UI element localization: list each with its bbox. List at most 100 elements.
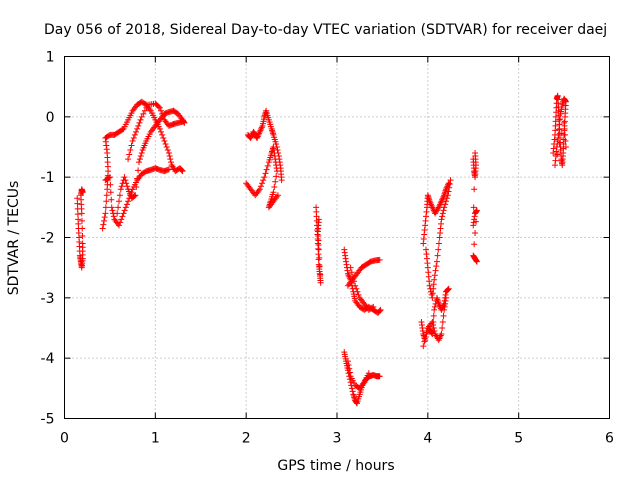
data-point-marker [556, 126, 563, 133]
data-point-marker [472, 218, 479, 225]
data-point-marker [74, 195, 81, 202]
data-point-marker [109, 207, 116, 214]
data-point-marker [316, 263, 323, 270]
data-point-marker [471, 168, 478, 175]
data-point-marker [260, 177, 267, 184]
data-point-marker [443, 195, 450, 202]
data-point-marker [102, 204, 109, 211]
data-point-marker [141, 107, 148, 114]
data-point-marker [257, 183, 264, 190]
x-tick-label: 6 [605, 431, 614, 447]
data-point-marker [446, 184, 453, 191]
data-point-marker [355, 291, 362, 298]
data-point-marker [557, 110, 564, 117]
data-point-marker [429, 318, 436, 325]
data-point-marker [79, 189, 86, 196]
data-point-marker [369, 304, 376, 311]
data-point-marker [168, 159, 175, 166]
data-point-marker [433, 258, 440, 265]
data-point-marker [117, 219, 124, 226]
data-point-marker [126, 151, 133, 158]
data-point-marker [116, 192, 123, 199]
data-point-marker [165, 150, 172, 157]
data-point-marker [376, 307, 383, 314]
data-point-marker [135, 159, 142, 166]
data-point-marker [274, 192, 281, 199]
data-point-marker [431, 303, 438, 310]
data-point-marker [107, 189, 114, 196]
data-point-marker [262, 170, 269, 177]
data-point-marker [556, 116, 563, 123]
data-point-marker [259, 180, 266, 187]
data-point-marker [179, 118, 186, 125]
data-point-marker [129, 137, 136, 144]
data-point-marker [121, 174, 128, 181]
y-tick-label: -3 [41, 291, 55, 307]
data-point-marker [365, 370, 372, 377]
data-point-marker [431, 306, 438, 313]
data-point-marker [108, 196, 115, 203]
data-point-marker [561, 119, 568, 126]
data-point-marker [159, 110, 166, 117]
data-point-marker [558, 130, 565, 137]
data-point-marker [435, 246, 442, 253]
data-point-marker [422, 334, 429, 341]
data-point-marker [103, 192, 110, 199]
data-point-marker [473, 207, 480, 214]
data-point-marker [315, 256, 322, 263]
data-point-marker [438, 216, 445, 223]
data-point-marker [440, 207, 447, 214]
data-point-marker [431, 328, 438, 335]
data-point-marker [471, 186, 478, 193]
data-point-marker [120, 210, 127, 217]
data-point-marker [441, 204, 448, 211]
data-point-marker [138, 150, 145, 157]
data-point-marker [433, 263, 440, 270]
data-point-marker [119, 126, 126, 133]
data-point-marker [116, 198, 122, 205]
data-point-marker [137, 116, 144, 123]
data-point-marker [136, 119, 143, 126]
data-point-marker [274, 168, 281, 175]
data-point-marker [430, 321, 437, 328]
data-point-marker [273, 140, 280, 147]
data-point-marker [118, 216, 125, 223]
data-point-marker [118, 183, 125, 190]
x-tick-label: 3 [333, 431, 342, 447]
data-point-marker [552, 162, 558, 169]
data-point-marker [443, 198, 449, 205]
data-point-marker [108, 204, 115, 211]
data-point-marker [353, 285, 360, 292]
y-tick-label: 1 [46, 50, 55, 66]
data-point-marker [264, 162, 271, 169]
data-point-marker [130, 134, 137, 141]
data-point-marker [421, 338, 428, 345]
data-point-marker [119, 213, 126, 220]
data-point-marker [442, 201, 449, 208]
data-point-marker [143, 104, 150, 111]
grid-lines [64, 56, 610, 419]
data-point-marker [178, 167, 185, 174]
data-point-marker [271, 183, 278, 190]
data-point-marker [135, 167, 142, 174]
data-point-marker [473, 258, 480, 265]
data-point-marker [315, 216, 322, 223]
data-point-marker [445, 188, 452, 195]
axis-ticks: 0 1 2 3 4 5 6 1 0 -1 -2 -3 -4 -5 [41, 50, 615, 447]
data-point-marker [471, 241, 478, 248]
data-point-marker [165, 166, 172, 173]
data-point-marker [102, 210, 109, 217]
data-point-marker [78, 217, 85, 224]
data-point-marker [426, 282, 433, 289]
data-point-marker [430, 312, 437, 319]
data-point-marker [440, 312, 447, 319]
data-point-marker [156, 104, 163, 111]
data-point-marker [432, 267, 439, 274]
data-point-marker [435, 240, 442, 247]
data-point-marker [439, 210, 446, 217]
data-point-marker [554, 151, 561, 158]
data-point-marker [431, 276, 438, 283]
y-tick-label: -2 [41, 231, 55, 247]
data-point-marker [131, 131, 138, 138]
